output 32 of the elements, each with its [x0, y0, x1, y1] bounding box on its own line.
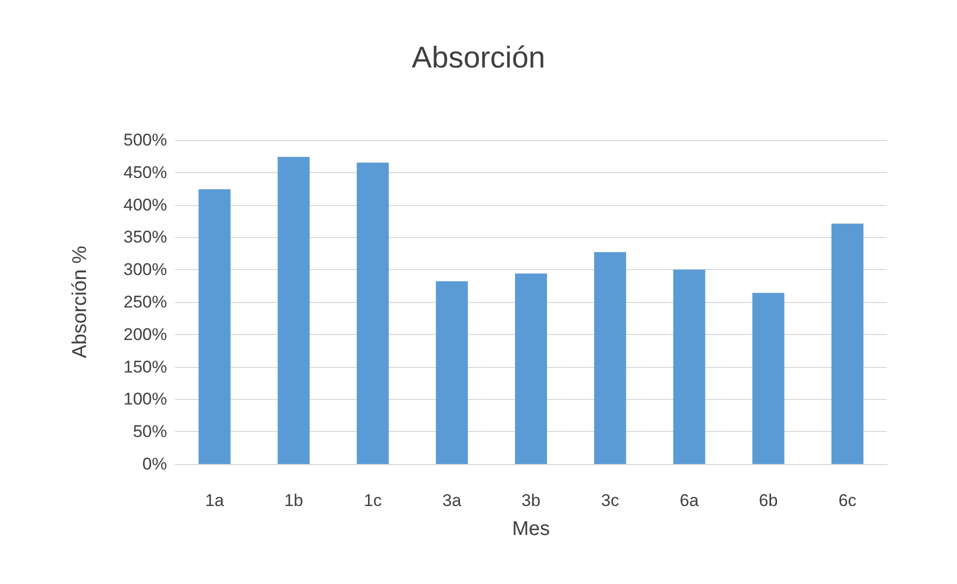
y-tick-label: 0% [142, 454, 167, 474]
y-tick-label: 200% [124, 324, 167, 344]
bar [673, 270, 706, 464]
bar [594, 252, 626, 464]
y-tick-label: 100% [124, 390, 167, 409]
bar [831, 224, 864, 464]
bar [198, 189, 231, 464]
x-tick-label: 3a [442, 491, 462, 510]
x-tick-label: 3c [601, 491, 620, 510]
y-tick-label: 150% [124, 357, 167, 376]
y-tick-label: 500% [124, 130, 167, 150]
bar [515, 273, 547, 464]
x-tick-label: 6c [838, 491, 857, 510]
y-tick-label: 250% [124, 292, 167, 312]
x-tick-label: 1c [364, 491, 382, 510]
x-tick-label: 1a [205, 491, 225, 510]
y-tick-label: 400% [124, 195, 167, 214]
y-tick-label: 50% [132, 422, 167, 442]
x-tick-label: 6a [680, 491, 700, 510]
chart-title: Absorción [412, 42, 546, 74]
x-tick-label: 6b [758, 491, 778, 510]
bar [752, 292, 784, 464]
y-tick-label: 300% [124, 260, 167, 280]
y-axis-title: Absorción % [69, 246, 91, 358]
x-axis-title: Mes [512, 518, 550, 540]
y-tick-label: 350% [124, 228, 167, 247]
x-tick-label: 3b [522, 491, 540, 510]
x-tick-label: 1b [284, 491, 304, 510]
bar [436, 281, 468, 464]
bar [278, 156, 310, 464]
y-tick-label: 450% [124, 162, 167, 182]
bar [356, 162, 389, 464]
